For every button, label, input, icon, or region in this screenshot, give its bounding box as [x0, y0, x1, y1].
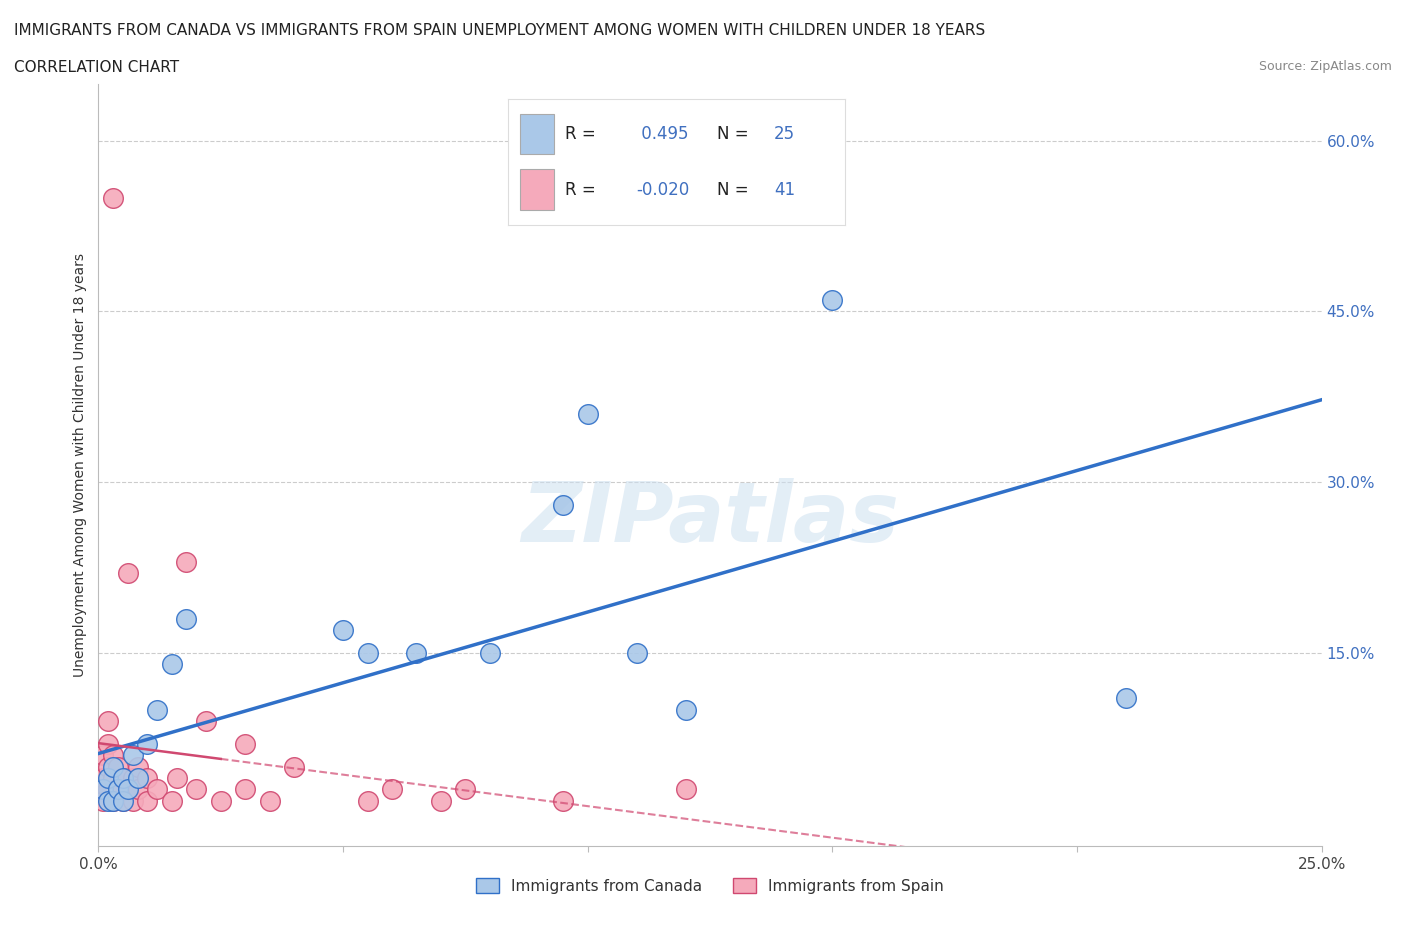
Point	[821, 293, 844, 308]
Legend: Immigrants from Canada, Immigrants from Spain: Immigrants from Canada, Immigrants from …	[470, 871, 950, 899]
Point	[186, 782, 208, 797]
Point	[117, 565, 139, 580]
Point	[675, 782, 697, 797]
Point	[146, 782, 169, 797]
Point	[195, 713, 218, 728]
Point	[117, 782, 139, 797]
Point	[97, 771, 120, 786]
Point	[97, 713, 120, 728]
Point	[111, 771, 134, 786]
Text: IMMIGRANTS FROM CANADA VS IMMIGRANTS FROM SPAIN UNEMPLOYMENT AMONG WOMEN WITH CH: IMMIGRANTS FROM CANADA VS IMMIGRANTS FRO…	[14, 23, 986, 38]
Point	[356, 793, 378, 808]
Point	[121, 793, 143, 808]
Point	[454, 782, 477, 797]
Point	[136, 793, 159, 808]
Point	[97, 782, 120, 797]
Point	[430, 793, 453, 808]
Text: Source: ZipAtlas.com: Source: ZipAtlas.com	[1258, 60, 1392, 73]
Point	[332, 622, 354, 637]
Point	[259, 793, 281, 808]
Point	[478, 645, 501, 660]
Point	[91, 793, 114, 808]
Point	[107, 782, 129, 797]
Point	[553, 793, 575, 808]
Point	[101, 748, 124, 763]
Point	[675, 702, 697, 717]
Point	[97, 737, 120, 751]
Point	[117, 782, 139, 797]
Point	[136, 771, 159, 786]
Point	[356, 645, 378, 660]
Point	[127, 782, 149, 797]
Point	[101, 759, 124, 774]
Point	[127, 759, 149, 774]
Text: ZIPatlas: ZIPatlas	[522, 478, 898, 559]
Point	[127, 771, 149, 786]
Point	[160, 793, 183, 808]
Point	[97, 793, 120, 808]
Point	[107, 759, 129, 774]
Y-axis label: Unemployment Among Women with Children Under 18 years: Unemployment Among Women with Children U…	[73, 253, 87, 677]
Point	[1115, 691, 1137, 706]
Point	[91, 782, 114, 797]
Point	[121, 748, 143, 763]
Point	[107, 782, 129, 797]
Point	[97, 759, 120, 774]
Point	[233, 782, 256, 797]
Point	[283, 759, 305, 774]
Point	[166, 771, 188, 786]
Point	[121, 771, 143, 786]
Point	[111, 771, 134, 786]
Point	[136, 737, 159, 751]
Point	[553, 498, 575, 512]
Point	[101, 793, 124, 808]
Point	[209, 793, 232, 808]
Point	[91, 748, 114, 763]
Point	[87, 782, 110, 797]
Point	[101, 190, 124, 205]
Point	[176, 611, 198, 626]
Point	[146, 702, 169, 717]
Point	[160, 657, 183, 671]
Point	[111, 793, 134, 808]
Point	[233, 737, 256, 751]
Point	[405, 645, 427, 660]
Point	[91, 771, 114, 786]
Point	[626, 645, 648, 660]
Point	[381, 782, 404, 797]
Text: CORRELATION CHART: CORRELATION CHART	[14, 60, 179, 75]
Point	[101, 771, 124, 786]
Point	[101, 793, 124, 808]
Point	[176, 554, 198, 569]
Point	[576, 406, 599, 421]
Point	[111, 793, 134, 808]
